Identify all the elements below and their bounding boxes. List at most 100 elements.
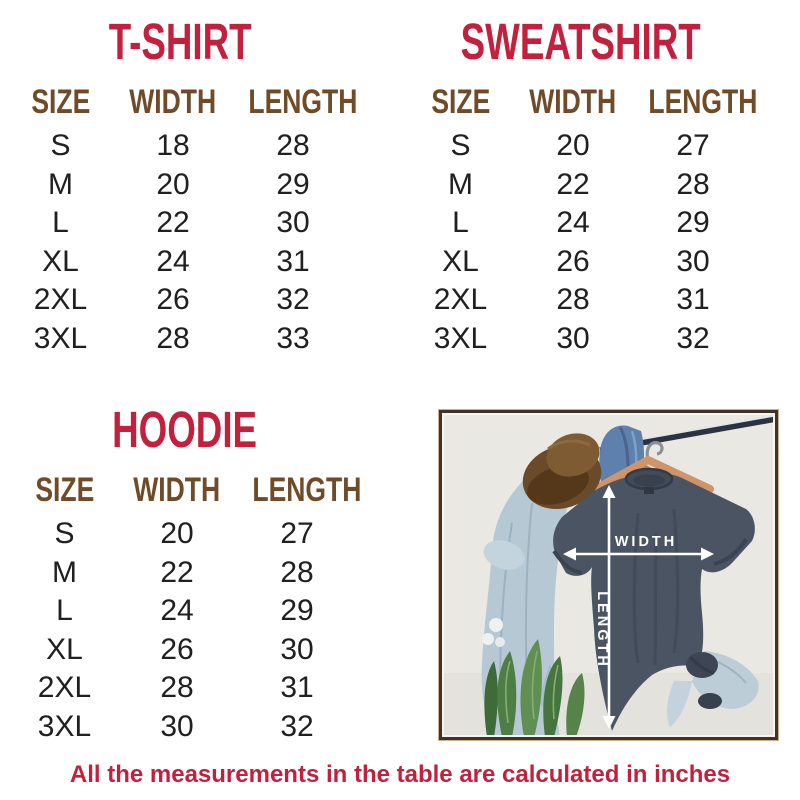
tshirt-title-text: T-SHIRT bbox=[109, 13, 252, 70]
sweatshirt-rows: S 20 27 M 22 28 L 24 29 XL 26 30 2XL 28 31 3XL 30 32 bbox=[408, 127, 753, 358]
sweatshirt-size-table: SWEATSHIRT SIZE WIDTH LENGTH S 20 27 M 22 28 L 24… bbox=[408, 16, 757, 358]
column-header-text: LENGTH bbox=[252, 471, 362, 509]
size-row: XL 24 31 bbox=[8, 243, 353, 282]
size-cell: 31 bbox=[676, 283, 710, 316]
size-cell: M bbox=[52, 555, 77, 589]
width-arrow-icon bbox=[563, 547, 714, 561]
column-header-text: SIZE bbox=[431, 83, 490, 121]
tshirt-column-headers: SIZE WIDTH LENGTH bbox=[8, 83, 357, 121]
tshirt-icon bbox=[552, 467, 755, 731]
column-header: WIDTH bbox=[513, 83, 633, 121]
column-header-text: WIDTH bbox=[529, 83, 617, 121]
size-cell: 29 bbox=[276, 167, 310, 201]
size-cell: 3XL bbox=[37, 709, 92, 743]
size-row: M 22 28 bbox=[408, 166, 753, 205]
size-cell: XL bbox=[42, 244, 79, 278]
column-header-text: WIDTH bbox=[133, 471, 221, 509]
size-cell: L bbox=[56, 594, 73, 627]
sweatshirt-title: SWEATSHIRT bbox=[408, 16, 753, 67]
size-row: M 22 28 bbox=[12, 554, 357, 593]
photo-inner-edge bbox=[442, 413, 775, 737]
length-arrow-icon bbox=[602, 485, 616, 729]
size-cell: 28 bbox=[160, 671, 194, 704]
size-row: L 24 29 bbox=[12, 592, 357, 631]
column-header: SIZE bbox=[12, 471, 117, 509]
hoodie-title-text: HOODIE bbox=[112, 401, 257, 458]
size-cell: 33 bbox=[276, 321, 310, 355]
size-cell: 28 bbox=[156, 321, 190, 355]
size-cell: 30 bbox=[160, 709, 194, 743]
tshirt-size-table: T-SHIRT SIZE WIDTH LENGTH S 18 28 M 20 29 L 22 30 X… bbox=[8, 13, 357, 358]
size-cell: XL bbox=[46, 632, 83, 666]
hoodie-column-headers: SIZE WIDTH LENGTH bbox=[12, 471, 361, 509]
size-cell: 30 bbox=[276, 206, 310, 239]
size-cell: 27 bbox=[280, 517, 314, 550]
size-cell: 22 bbox=[156, 206, 190, 239]
size-row: S 18 28 bbox=[8, 127, 353, 166]
size-cell: 30 bbox=[556, 321, 590, 355]
size-cell: 28 bbox=[556, 283, 590, 316]
size-row: 3XL 30 32 bbox=[408, 320, 753, 359]
tshirt-title: T-SHIRT bbox=[8, 13, 353, 70]
size-cell: 30 bbox=[280, 632, 314, 666]
size-cell: 24 bbox=[556, 206, 590, 239]
size-cell: 22 bbox=[160, 555, 194, 589]
size-cell: 18 bbox=[156, 129, 190, 162]
footer-note: All the measurements in the table are ca… bbox=[69, 761, 731, 788]
measurement-photo: WIDTH LENGTH bbox=[439, 410, 778, 740]
size-cell: 28 bbox=[276, 129, 310, 162]
size-cell: 30 bbox=[676, 244, 710, 278]
size-cell: 2XL bbox=[33, 283, 88, 316]
size-cell: 22 bbox=[556, 167, 590, 201]
size-cell: 28 bbox=[676, 167, 710, 201]
size-cell: 31 bbox=[280, 671, 314, 704]
size-cell: L bbox=[452, 206, 469, 239]
size-cell: 2XL bbox=[37, 671, 92, 704]
size-cell: 20 bbox=[156, 167, 190, 201]
column-header: LENGTH bbox=[233, 85, 357, 119]
size-row: S 20 27 bbox=[12, 515, 357, 554]
size-cell: S bbox=[50, 129, 71, 162]
size-cell: 32 bbox=[280, 709, 314, 743]
hoodie-rows: S 20 27 M 22 28 L 24 29 XL 26 30 2XL 28 31 3XL 30 32 bbox=[12, 515, 357, 746]
size-cell: 26 bbox=[556, 244, 590, 278]
size-cell: 20 bbox=[556, 129, 590, 162]
size-row: S 20 27 bbox=[408, 127, 753, 166]
size-cell: 31 bbox=[276, 244, 310, 278]
size-cell: 29 bbox=[676, 206, 710, 239]
width-label: WIDTH bbox=[615, 534, 678, 550]
column-header: LENGTH bbox=[633, 85, 757, 119]
size-cell: 28 bbox=[280, 555, 314, 589]
size-row: 2XL 28 31 bbox=[12, 669, 357, 708]
sweatshirt-column-headers: SIZE WIDTH LENGTH bbox=[408, 83, 757, 121]
column-header-text: SIZE bbox=[31, 83, 90, 121]
size-cell: S bbox=[54, 517, 75, 550]
column-header-text: LENGTH bbox=[248, 83, 358, 121]
size-row: M 20 29 bbox=[8, 166, 353, 205]
size-cell: L bbox=[52, 206, 69, 239]
column-header-text: WIDTH bbox=[129, 83, 217, 121]
size-cell: 27 bbox=[676, 129, 710, 162]
size-row: 2XL 26 32 bbox=[8, 281, 353, 320]
hoodie-title: HOODIE bbox=[12, 401, 357, 458]
column-header-text: LENGTH bbox=[648, 83, 758, 121]
size-row: XL 26 30 bbox=[408, 243, 753, 282]
size-cell: M bbox=[448, 167, 473, 201]
hat-icon bbox=[522, 433, 602, 509]
size-cell: 32 bbox=[276, 283, 310, 316]
size-cell: 26 bbox=[160, 632, 194, 666]
size-cell: 26 bbox=[156, 283, 190, 316]
column-header: SIZE bbox=[8, 83, 113, 121]
size-cell: 3XL bbox=[33, 321, 88, 355]
size-cell: 32 bbox=[676, 321, 710, 355]
column-header: WIDTH bbox=[113, 83, 233, 121]
size-row: 3XL 28 33 bbox=[8, 320, 353, 359]
size-row: L 24 29 bbox=[408, 204, 753, 243]
tshirt-rows: S 18 28 M 20 29 L 22 30 XL 24 31 2XL 26 32 3XL 28 33 bbox=[8, 127, 353, 358]
size-cell: 24 bbox=[156, 244, 190, 278]
column-header: WIDTH bbox=[117, 471, 237, 509]
column-header-text: SIZE bbox=[35, 471, 94, 509]
size-row: 2XL 28 31 bbox=[408, 281, 753, 320]
size-cell: 24 bbox=[160, 594, 194, 627]
